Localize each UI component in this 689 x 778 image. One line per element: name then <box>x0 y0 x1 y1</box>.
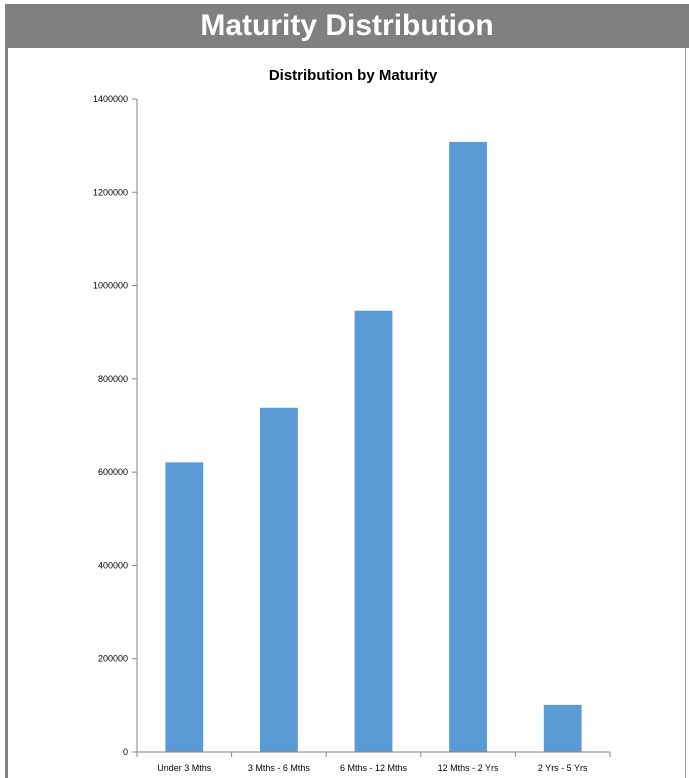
bar <box>165 462 204 752</box>
right-border <box>685 48 686 778</box>
bar <box>354 310 393 752</box>
y-tick-label: 0 <box>123 747 128 757</box>
page-title: Maturity Distribution <box>5 4 689 48</box>
x-tick-label: Under 3 Mths <box>157 763 212 773</box>
bar <box>449 141 488 752</box>
y-tick-label: 200000 <box>98 654 128 664</box>
left-border <box>5 48 8 778</box>
x-tick-label: 12 Mths - 2 Yrs <box>438 763 499 773</box>
x-tick-label: 3 Mths - 6 Mths <box>248 763 311 773</box>
y-axis: 0 200000 400000 600000 800000 1000000 1200000 1… <box>93 94 138 757</box>
y-tick-label: 400000 <box>98 560 128 570</box>
bars <box>165 141 582 752</box>
x-axis: Under 3 Mths 3 Mths - 6 Mths 6 Mths - 12 M… <box>136 751 611 773</box>
chart-title: Distribution by Maturity <box>269 67 438 84</box>
y-tick-label: 600000 <box>98 467 128 477</box>
x-tick-label: 2 Yrs - 5 Yrs <box>538 763 588 773</box>
y-tick-label: 1200000 <box>93 187 128 197</box>
y-tick-label: 1400000 <box>93 94 128 104</box>
y-tick-label: 1000000 <box>93 281 128 291</box>
bar <box>543 704 582 752</box>
y-tick-label: 800000 <box>98 374 128 384</box>
bar <box>259 407 298 752</box>
x-tick-label: 6 Mths - 12 Mths <box>340 763 408 773</box>
